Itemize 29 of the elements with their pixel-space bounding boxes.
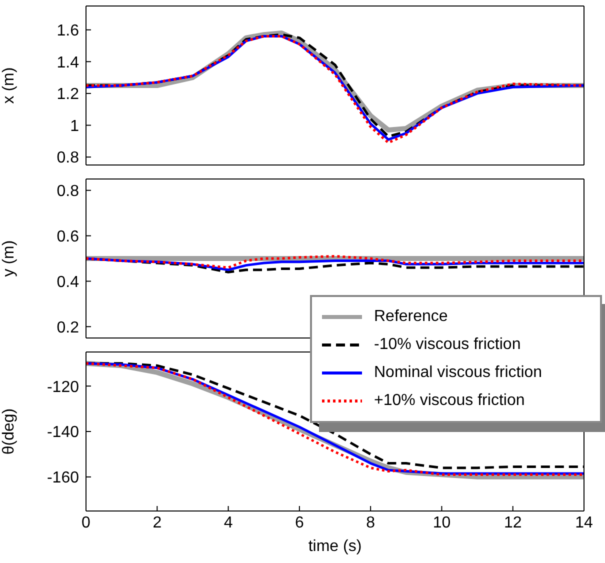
y-tick-label: 1.6 — [56, 22, 80, 40]
y-tick-label: -140 — [46, 424, 80, 442]
y-tick-label: 0.4 — [56, 274, 80, 291]
y-tick-label: 0.8 — [56, 150, 80, 167]
legend-label: Nominal viscous friction — [374, 364, 542, 382]
y-tick-label: 1 — [70, 118, 80, 135]
legend-label: +10% viscous friction — [374, 392, 525, 410]
x-axis-title: time (s) — [308, 538, 362, 555]
y-axis-title: y (m) — [0, 240, 18, 277]
x-tick-label: 2 — [152, 514, 162, 532]
x-tick-label: 12 — [504, 514, 522, 532]
y-tick-label: 1.4 — [56, 54, 80, 72]
y-tick-label: 0.2 — [56, 319, 80, 336]
y-tick-label: -160 — [46, 470, 80, 487]
x-tick-label: 14 — [575, 514, 593, 532]
legend-label: -10% viscous friction — [374, 336, 521, 354]
legend-label: Reference — [374, 308, 448, 326]
x-tick-label: 4 — [224, 514, 233, 532]
y-tick-label: 1.2 — [56, 86, 80, 104]
x-tick-label: 0 — [82, 514, 91, 532]
y-tick-label: 0.8 — [56, 183, 80, 200]
y-axis-title: x (m) — [0, 67, 18, 104]
y-tick-label: -120 — [46, 378, 80, 396]
line-series — [86, 254, 584, 269]
x-tick-label: 8 — [366, 514, 376, 532]
y-tick-label: 0.6 — [56, 228, 80, 246]
y-axis-title: θ(deg) — [0, 408, 18, 455]
x-tick-label: 10 — [432, 514, 451, 532]
x-tick-label: 6 — [294, 514, 304, 532]
